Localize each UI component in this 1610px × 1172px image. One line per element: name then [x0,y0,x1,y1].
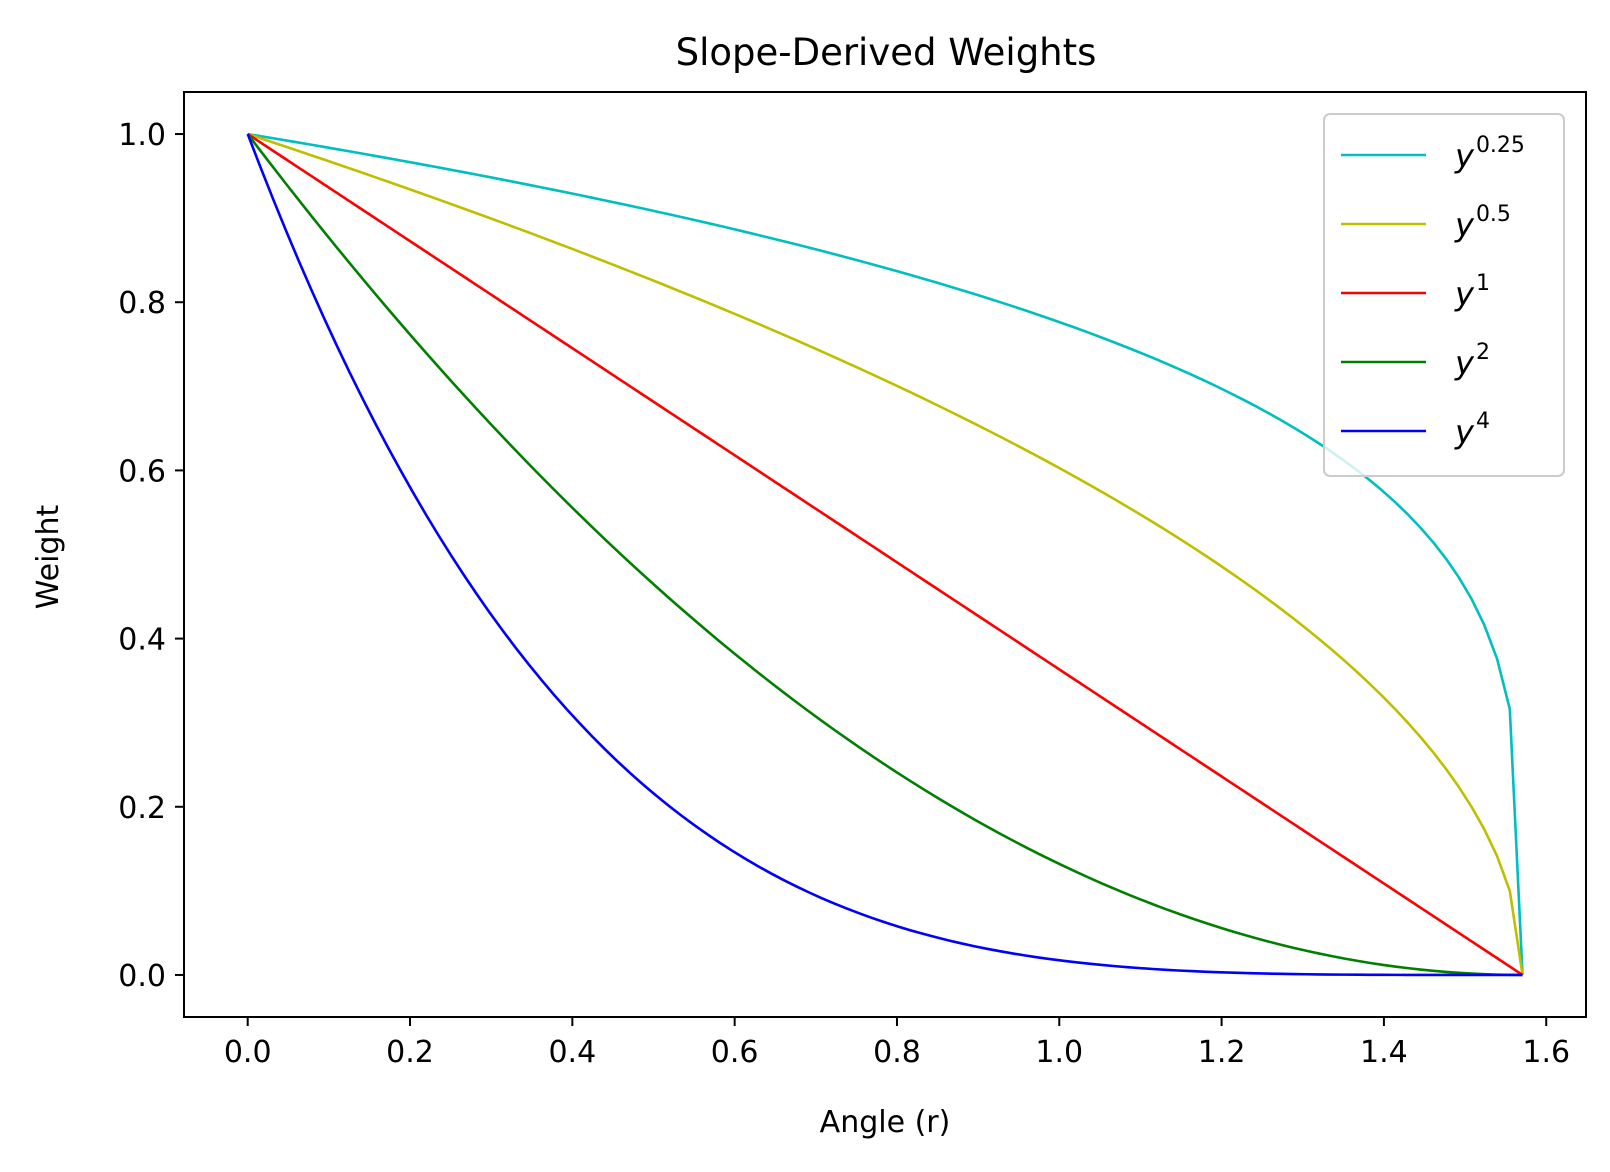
legend-label-exponent: 1 [1476,271,1490,296]
legend-label-base: y [1454,206,1475,244]
legend-label-exponent: 4 [1476,409,1490,434]
legend-label-exponent: 2 [1476,340,1490,365]
y-tick-label: 1.0 [118,118,166,153]
y-tick-label: 0.6 [118,454,166,489]
legend-label: y1 [1454,271,1490,313]
legend-label-base: y [1454,413,1475,451]
x-tick-label: 0.2 [386,1035,434,1070]
series-line-1 [247,132,1524,976]
y-tick-label: 0.4 [118,623,166,658]
legend-label: y2 [1454,340,1490,382]
x-axis: 0.0 0.2 0.4 0.6 0.8 1.0 1.2 1.4 1.6 [224,1017,1570,1070]
x-tick-label: 0.6 [711,1035,759,1070]
series-line-2 [246,132,1524,977]
legend-box [1323,113,1565,477]
chart-title: Slope-Derived Weights [676,31,1097,74]
legend-label: y0.25 [1454,133,1525,175]
y-tick-label: 0.8 [118,286,166,321]
series-line-4 [246,133,1523,977]
legend-label: y4 [1454,409,1490,451]
x-tick-label: 0.4 [548,1035,596,1070]
y-axis: 0.0 0.2 0.4 0.6 0.8 1.0 [118,118,184,994]
series-line-0 [247,132,1524,975]
x-axis-label: Angle (r) [820,1105,951,1140]
legend-label-base: y [1454,344,1475,382]
x-tick-label: 0.8 [873,1035,921,1070]
series-group [246,132,1524,977]
legend-label-exponent: 0.5 [1476,202,1511,227]
series-line-3 [246,133,1523,977]
x-tick-label: 0.0 [224,1035,272,1070]
y-tick-label: 0.2 [118,791,166,826]
x-tick-label: 1.2 [1198,1035,1246,1070]
y-axis-label: Weight [31,505,66,610]
legend-label-exponent: 0.25 [1476,133,1525,158]
legend-label-base: y [1454,137,1475,175]
y-tick-label: 0.0 [118,959,166,994]
legend-label: y0.5 [1454,202,1511,244]
x-tick-label: 1.6 [1522,1035,1570,1070]
x-tick-label: 1.0 [1035,1035,1083,1070]
plot-frame [183,91,1587,1018]
legend-label-base: y [1454,275,1475,313]
x-tick-label: 1.4 [1360,1035,1408,1070]
